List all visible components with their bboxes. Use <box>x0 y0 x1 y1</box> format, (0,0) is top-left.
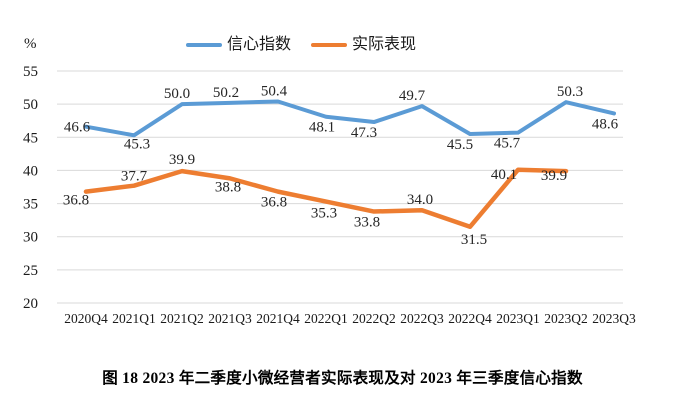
confidence-index-data-label: 48.1 <box>309 120 335 136</box>
y-tick-label: 20 <box>23 296 38 312</box>
confidence-index-data-label: 45.5 <box>447 137 473 153</box>
actual-performance-data-label: 37.7 <box>121 169 148 185</box>
x-axis-label: 2021Q4 <box>256 311 300 326</box>
figure-caption: 图 18 2023 年二季度小微经营者实际表现及对 2023 年三季度信心指数 <box>102 370 583 387</box>
line-chart-plot-area: 55 50 45 40 35 30 25 20 2020Q4 2021Q1 2021Q2 2021Q3… <box>23 64 636 326</box>
x-axis-label: 2022Q1 <box>304 311 348 326</box>
confidence-index-data-label: 49.7 <box>399 88 426 104</box>
actual-performance-data-label: 36.8 <box>261 195 287 211</box>
x-axis-label: 2023Q3 <box>592 311 636 326</box>
actual-performance-data-label: 36.8 <box>63 193 89 209</box>
y-tick-label: 35 <box>23 197 38 213</box>
y-tick-label: 30 <box>23 230 38 246</box>
chart-legend: 信心指数 实际表现 <box>186 37 416 53</box>
actual-performance-data-label: 39.9 <box>541 168 567 184</box>
actual-performance-data-label: 34.0 <box>407 192 433 208</box>
x-axis-label: 2021Q1 <box>112 311 156 326</box>
confidence-index-data-label: 47.3 <box>351 125 377 141</box>
x-axis-label: 2023Q2 <box>544 311 588 326</box>
y-tick-label: 55 <box>23 64 38 80</box>
confidence-index-line <box>84 99 616 138</box>
x-axis-label: 2022Q2 <box>352 311 396 326</box>
legend-label-confidence-index: 信心指数 <box>227 36 292 53</box>
y-tick-label: 25 <box>23 263 38 279</box>
x-axis-label: 2022Q4 <box>448 311 492 326</box>
confidence-index-data-label: 48.6 <box>592 116 619 132</box>
actual-performance-data-label: 33.8 <box>354 215 380 231</box>
confidence-index-data-label: 50.4 <box>261 83 288 99</box>
actual-performance-data-label: 38.8 <box>215 179 241 195</box>
actual-performance-data-label: 31.5 <box>461 232 487 248</box>
confidence-index-line-swatch-icon <box>186 42 222 48</box>
legend-label-actual-performance: 实际表现 <box>352 36 417 53</box>
confidence-index-data-label: 45.3 <box>124 136 150 152</box>
y-axis-unit-label: % <box>24 36 37 52</box>
x-axis-label: 2020Q4 <box>64 311 108 326</box>
confidence-index-data-label: 46.6 <box>64 120 91 136</box>
actual-performance-data-label: 40.1 <box>491 167 517 183</box>
confidence-index-data-label: 50.0 <box>164 86 190 102</box>
actual-performance-line <box>83 167 569 230</box>
confidence-index-data-label: 45.7 <box>494 136 521 152</box>
confidence-index-data-label: 50.2 <box>213 85 239 101</box>
x-axis-label: 2021Q2 <box>160 311 204 326</box>
y-tick-label: 45 <box>23 130 38 146</box>
actual-performance-data-label: 35.3 <box>311 206 337 222</box>
legend-item-actual-performance: 实际表现 <box>311 37 416 53</box>
actual-performance-data-label: 39.9 <box>169 152 195 168</box>
x-axis-label: 2022Q3 <box>400 311 444 326</box>
y-tick-label: 40 <box>23 163 38 179</box>
x-axis-label: 2023Q1 <box>496 311 540 326</box>
y-tick-label: 50 <box>23 97 38 113</box>
confidence-index-data-label: 50.3 <box>557 84 583 100</box>
actual-performance-line-swatch-icon <box>311 42 348 48</box>
legend-item-confidence-index: 信心指数 <box>186 37 291 53</box>
x-axis-label: 2021Q3 <box>208 311 252 326</box>
